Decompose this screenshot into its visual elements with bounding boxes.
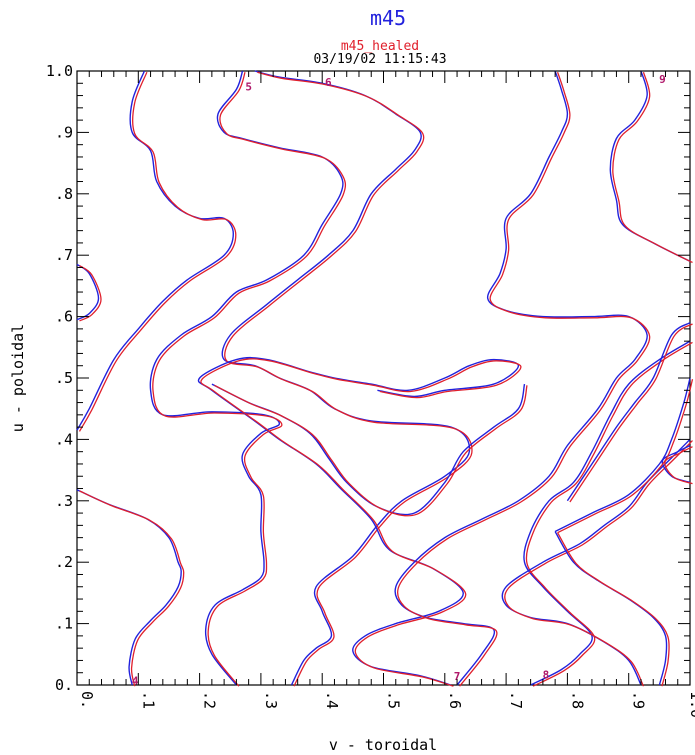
x-tick-label-6: .6 xyxy=(446,691,464,709)
contour-label-2: 6 xyxy=(325,76,332,89)
contour-line-m45-9 xyxy=(501,438,691,686)
contour-line-healed-11 xyxy=(557,532,670,687)
plot-frame xyxy=(76,70,691,686)
contour-label-4: 8 xyxy=(543,669,550,682)
y-tick-label-6: .6 xyxy=(55,308,73,326)
y-tick-label-1: .1 xyxy=(55,615,73,633)
contour-line-m45-3 xyxy=(149,70,344,686)
contour-line-healed-9 xyxy=(504,440,693,687)
x-tick-label-4: .4 xyxy=(323,691,341,709)
contour-line-m45-13 xyxy=(566,322,691,502)
x-tick-label-3: .3 xyxy=(262,691,280,709)
x-tick-label-2: .2 xyxy=(201,691,219,709)
y-tick-label-4: .4 xyxy=(55,430,73,448)
contour-line-m45-12 xyxy=(554,377,691,533)
contour-line-m45-4 xyxy=(221,70,471,686)
contour-line-m45-8 xyxy=(523,340,691,686)
chart-timestamp: 03/19/02 11:15:43 xyxy=(313,52,446,67)
y-tick-label-8: .8 xyxy=(55,185,73,203)
contour-line-m45-6 xyxy=(211,383,526,516)
contour-label-1: 5 xyxy=(245,80,252,93)
contour-line-m45-7 xyxy=(394,70,648,686)
y-tick-labels: 0. .1 .2 .3 .4 .5 .6 .7 .8 .9 1.0 xyxy=(46,62,73,694)
y-tick-label-2: .2 xyxy=(55,553,73,571)
x-tick-label-7: .7 xyxy=(507,691,525,709)
x-tick-label-1: .1 xyxy=(139,691,157,709)
chart-subtitle: m45_healed xyxy=(341,39,419,54)
y-tick-label-9: .9 xyxy=(55,123,73,141)
contour-line-healed-13 xyxy=(569,323,693,503)
contour-line-healed-12 xyxy=(557,379,694,534)
contour-line-m45-0 xyxy=(76,489,182,686)
contour-lines xyxy=(76,70,694,687)
x-tick-label-8: .8 xyxy=(568,691,586,709)
chart-title: m45 xyxy=(370,6,406,30)
y-tick-label-7: .7 xyxy=(55,246,73,264)
contour-line-healed-3 xyxy=(152,72,347,687)
y-axis-label: u - poloidal xyxy=(9,324,27,432)
contour-line-healed-14 xyxy=(612,72,693,264)
contour-line-healed-6 xyxy=(214,384,528,517)
axis-ticks xyxy=(76,70,691,686)
contour-line-m45-1 xyxy=(76,70,235,431)
contour-line-m45-5 xyxy=(197,356,520,686)
contour-line-healed-2 xyxy=(79,265,102,322)
y-tick-label-10: 1.0 xyxy=(46,62,73,80)
x-tick-label-0: 0. xyxy=(78,691,96,709)
contour-line-healed-8 xyxy=(525,341,693,687)
contour-line-healed-7 xyxy=(397,71,651,687)
x-tick-labels: 0. .1 .2 .3 .4 .5 .6 .7 .8 .9 1.0 xyxy=(78,691,695,718)
contour-label-5: 9 xyxy=(659,73,666,86)
contour-line-healed-5 xyxy=(200,358,522,687)
contour-label-3: 7 xyxy=(454,670,461,683)
contour-line-healed-4 xyxy=(224,71,473,687)
contour-labels: 4 5 6 7 8 9 xyxy=(132,73,666,688)
contour-line-healed-1 xyxy=(78,71,237,432)
x-tick-label-9: .9 xyxy=(630,691,648,709)
contour-line-healed-0 xyxy=(79,490,185,687)
x-axis-label: v - toroidal xyxy=(329,736,437,754)
y-tick-label-3: .3 xyxy=(55,492,73,510)
contour-line-m45-14 xyxy=(609,70,691,262)
x-tick-label-10: 1.0 xyxy=(687,691,695,718)
contour-label-0: 4 xyxy=(132,675,139,688)
contour-line-healed-10 xyxy=(664,446,693,485)
y-tick-label-5: .5 xyxy=(55,369,73,387)
y-tick-label-0: 0. xyxy=(55,676,73,694)
x-tick-label-5: .5 xyxy=(385,691,403,709)
